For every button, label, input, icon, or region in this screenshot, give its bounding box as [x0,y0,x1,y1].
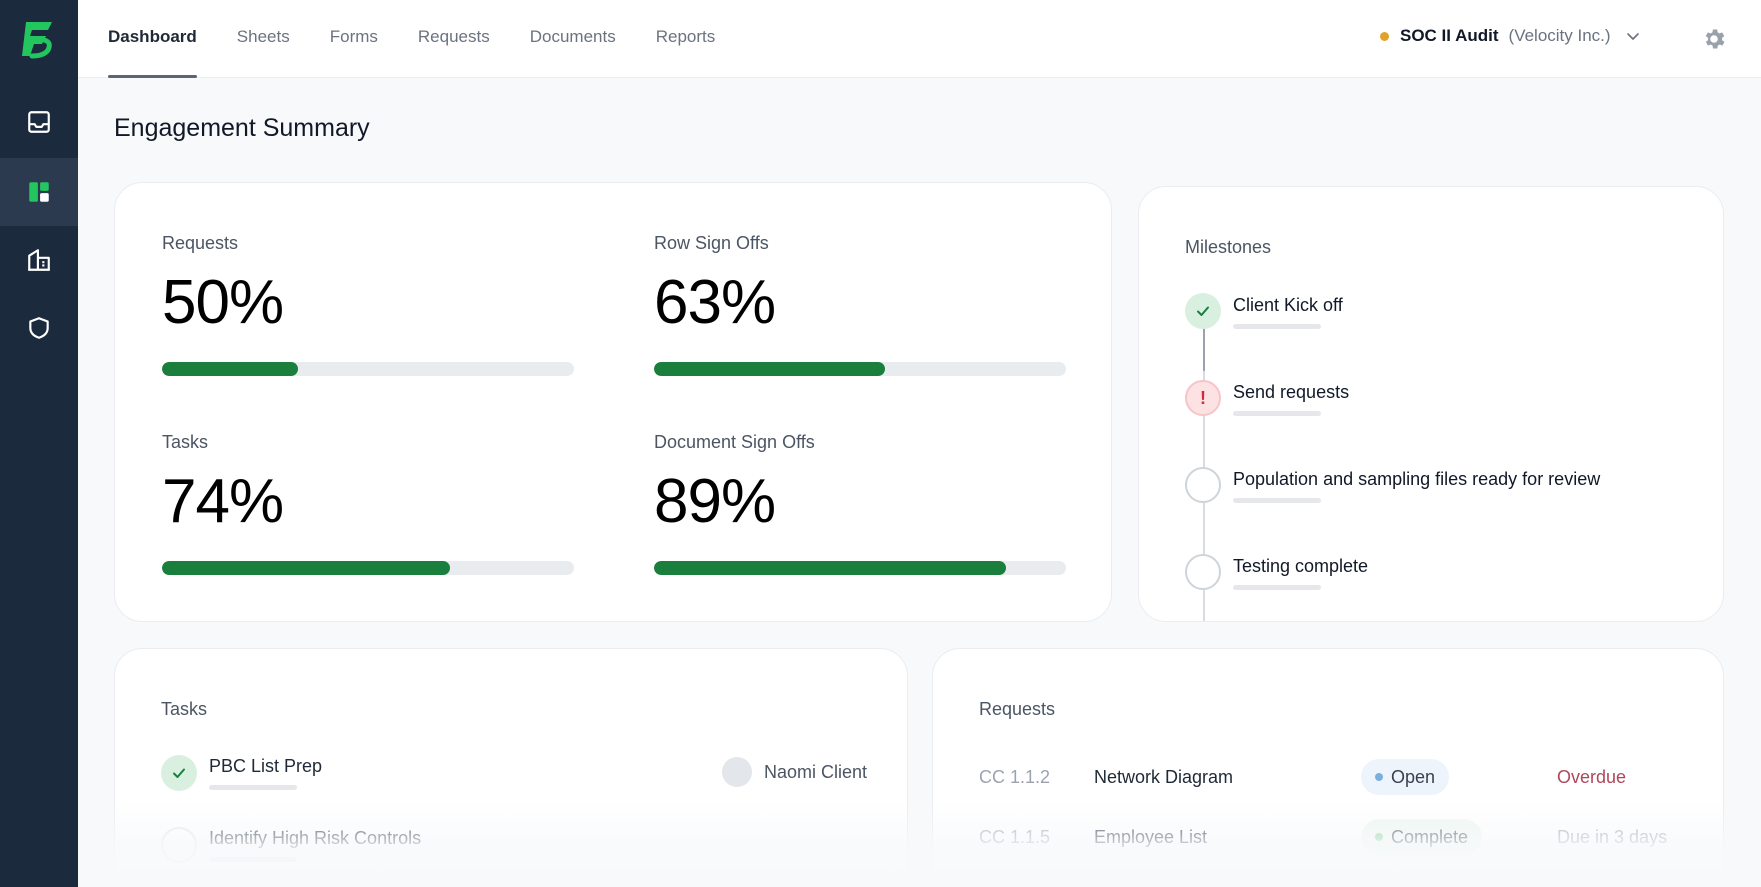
main-nav: Dashboard Sheets Forms Requests Document… [108,0,755,78]
progress-bar [162,561,574,575]
metric-row-sign-offs: Row Sign Offs 63% [654,233,1066,376]
status-dot [1375,833,1383,841]
sidebar-item-security[interactable] [0,294,78,362]
checkmark-icon [1197,306,1209,316]
chevron-down-icon [1626,33,1639,40]
metric-label: Document Sign Offs [654,432,815,452]
task-row[interactable]: Identify High Risk Controls [161,827,867,863]
dashboard-icon [29,182,49,202]
milestone-subtitle-placeholder [1233,324,1321,329]
metric-label: Row Sign Offs [654,233,769,253]
milestone-item[interactable]: Testing complete [1185,554,1368,590]
milestone-status [1185,467,1221,503]
engagement-name: SOC II Audit [1400,26,1499,45]
milestone-timeline-completed [1203,315,1205,371]
task-checkbox[interactable] [161,827,197,863]
progress-bar-fill [654,561,1007,575]
tab-documents[interactable]: Documents [529,27,616,46]
milestone-title: Testing complete [1233,556,1369,576]
milestone-item[interactable]: Client Kick off [1185,293,1343,329]
milestone-title: Population and sampling files ready for … [1233,469,1601,489]
status-dot [1375,773,1383,781]
request-due: Overdue [1557,767,1627,787]
avatar [721,757,752,787]
task-title: Identify High Risk Controls [209,828,422,848]
requests-heading: Requests [979,699,1056,719]
gear-icon[interactable] [1701,26,1727,52]
task-checkbox[interactable] [161,755,197,791]
request-due: Due in 3 days [1557,827,1668,847]
status-badge: Open [1361,759,1450,795]
metric-document-sign-offs: Document Sign Offs 89% [654,432,1066,575]
task-row[interactable]: PBC List Prep Naomi Client [161,755,867,791]
metric-value: 50% [162,268,284,337]
task-assignee[interactable]: Naomi Client [721,757,867,787]
summary-card: Requests 50% Row Sign Offs 63% Tasks 74%… [114,182,1112,622]
sidebar-item-dashboard[interactable] [0,158,78,226]
app-logo-icon[interactable] [18,18,60,60]
sidebar [0,0,78,887]
milestones-card: Milestones Client Kick off ! Send reques… [1138,186,1724,622]
tab-forms[interactable]: Forms [329,27,378,46]
metric-value: 74% [162,467,284,536]
milestone-status [1185,554,1221,590]
milestone-subtitle-placeholder [1233,585,1321,590]
milestone-subtitle-placeholder [1233,498,1321,503]
checkmark-icon [173,768,185,778]
alert-icon: ! [1200,387,1206,408]
milestone-subtitle-placeholder [1233,411,1321,416]
page-title: Engagement Summary [114,114,370,142]
shield-icon [29,317,49,339]
tab-dashboard[interactable]: Dashboard [108,0,197,78]
building-icon [28,249,50,271]
milestones-heading: Milestones [1185,237,1272,257]
task-title: PBC List Prep [209,756,323,776]
tab-reports[interactable]: Reports [655,27,716,46]
milestone-title: Client Kick off [1233,295,1343,315]
tasks-card: Tasks PBC List Prep Naomi Client Identif… [114,648,908,887]
engagement-status-dot [1380,31,1389,41]
milestone-status: ! [1185,380,1221,416]
metric-value: 89% [654,467,776,536]
progress-bar-fill [162,362,298,376]
sidebar-item-organizations[interactable] [0,226,78,294]
metric-label: Requests [162,233,239,253]
milestone-status [1185,293,1221,329]
metric-value: 63% [654,268,776,337]
progress-bar [654,561,1066,575]
task-subtitle-placeholder [209,785,297,790]
engagement-client: (Velocity Inc.) [1508,26,1611,45]
milestone-item[interactable]: ! Send requests [1185,380,1349,416]
progress-bar [162,362,574,376]
status-label: Complete [1391,826,1469,847]
task-subtitle-placeholder [209,857,297,862]
metric-tasks: Tasks 74% [162,432,574,575]
engagement-selector[interactable]: SOC II Audit (Velocity Inc.) [1380,26,1641,46]
progress-bar-fill [654,362,885,376]
request-row[interactable]: CC 1.1.5 Employee List Complete Due in 3… [979,819,1679,855]
request-id: CC 1.1.5 [979,827,1051,847]
sidebar-item-inbox[interactable] [0,88,78,156]
assignee-name: Naomi Client [763,761,867,782]
tasks-heading: Tasks [161,699,208,719]
request-id: CC 1.1.2 [979,767,1051,787]
status-label: Open [1391,766,1436,787]
status-badge: Complete [1361,819,1483,855]
tab-requests[interactable]: Requests [417,27,490,46]
request-name[interactable]: Network Diagram [1094,767,1234,787]
request-name[interactable]: Employee List [1094,827,1208,847]
milestone-title: Send requests [1233,382,1350,402]
requests-card: Requests CC 1.1.2 Network Diagram Open O… [932,648,1724,887]
top-nav-bar: Dashboard Sheets Forms Requests Document… [78,0,1761,78]
inbox-icon [28,111,50,133]
milestone-item[interactable]: Population and sampling files ready for … [1185,467,1600,503]
metric-requests: Requests 50% [162,233,574,376]
metric-label: Tasks [162,432,209,452]
tab-sheets[interactable]: Sheets [236,27,290,46]
progress-bar-fill [162,561,451,575]
progress-bar [654,362,1066,376]
request-row[interactable]: CC 1.1.2 Network Diagram Open Overdue [979,759,1679,795]
